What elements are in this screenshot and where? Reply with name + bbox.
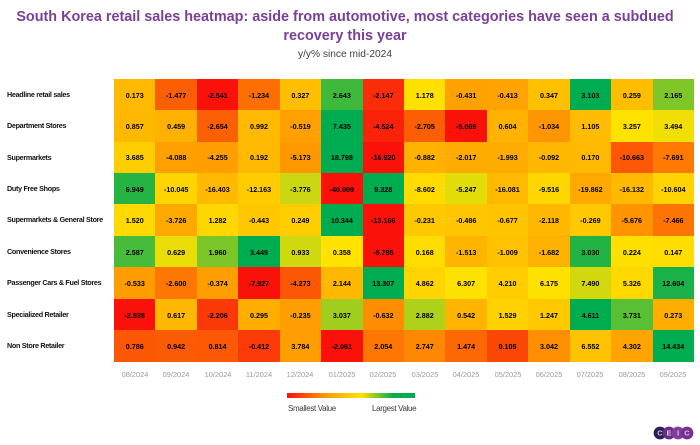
svg-text:E: E [666,429,671,438]
svg-text:C: C [657,429,663,438]
svg-text:C: C [684,429,690,438]
svg-text:I: I [677,429,679,438]
